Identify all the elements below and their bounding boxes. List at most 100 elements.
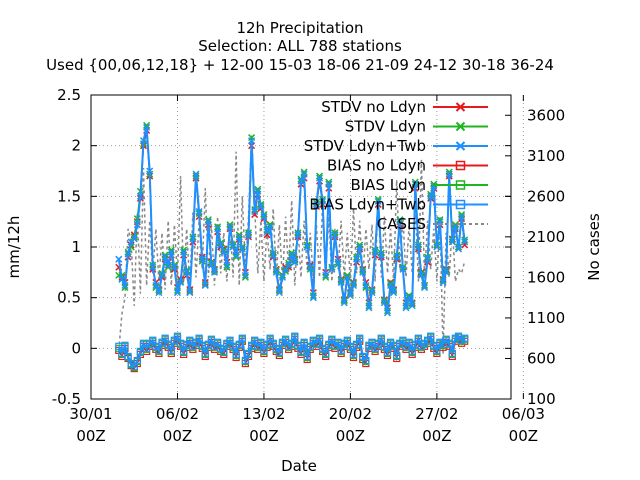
stdv-ldyn-twb-point [152,281,160,290]
stdv-ldyn-twb-point [164,261,172,269]
stdv-ldyn-twb-point [359,268,367,276]
stdv-ldyn-twb-point [244,231,253,239]
stdv-ldyn-point [254,185,262,193]
x-tick-label-date: 06/02 [156,405,199,423]
bias-ldyn-twb-point [408,347,416,355]
stdv-ldyn-twb-point [201,281,209,290]
y-axis-label: mm/12h [5,216,23,279]
stdv-ldyn-twb-point [411,180,419,188]
stdv-ldyn-twb-point [220,248,228,256]
stdv-ldyn-twb-point [146,167,154,175]
stdv-ldyn-twb-point [207,261,215,269]
stdv-ldyn-twb-point [143,123,151,131]
bias-ldyn-twb-point [244,349,253,357]
stdv-ldyn-twb-point [383,309,392,317]
bias-ldyn-twb-point [121,341,129,349]
stdv-ldyn-twb-point [417,271,425,279]
stdv-ldyn-point [458,211,466,219]
bias-ldyn-twb-point [300,338,308,346]
stdv-ldyn-twb-point [133,221,141,229]
bias-ldyn-twb-point [195,334,203,342]
stdv-ldyn-point [226,221,234,229]
stdv-ldyn-point [343,271,351,279]
stdv-ldyn-twb-point [173,289,182,297]
x-axis-label: Date [281,457,317,475]
stdv-ldyn-twb-point [387,281,395,290]
x-tick-label-date: 06/03 [502,405,545,423]
legend-label: CASES [377,215,426,233]
stdv-ldyn-twb-point [192,170,200,178]
bias-ldyn-twb-point [427,332,435,340]
stdv-ldyn-twb-point [353,255,361,263]
stdv-ldyn-twb-point [251,208,259,216]
bias-ldyn-twb-point [356,334,364,342]
stdv-ldyn-point [180,246,188,254]
stdv-ldyn-twb-point [260,213,268,221]
stdv-ldyn-twb-point [285,261,293,269]
stdv-ldyn-point [214,223,222,231]
stdv-ldyn-twb-point [346,292,354,300]
bias-ldyn-twb-point [433,346,441,354]
bias-ldyn-twb-point [414,334,422,342]
y-tick-label: 1 [71,238,81,256]
stdv-ldyn-twb-point [340,299,348,307]
stdv-ldyn-twb-point [334,258,342,266]
stdv-ldyn-twb-point [349,281,358,290]
stdv-ldyn-twb-point [238,245,246,253]
stdv-ldyn-twb-point [325,180,333,188]
legend-label: STDV Ldyn+Twb [304,137,426,155]
stdv-ldyn-twb-point [331,231,339,239]
legend-label: BIAS no Ldyn [327,157,426,175]
stdv-ldyn-twb-point [278,273,287,281]
stdv-ldyn-twb-point [442,268,450,276]
stdv-ldyn-twb-point [390,289,398,297]
stdv-ldyn-point [396,216,404,224]
bias-ldyn-twb-point [349,350,358,359]
stdv-ldyn-twb-point [204,218,212,226]
stdv-ldyn-twb-point [198,255,206,263]
stdv-ldyn-twb-point [183,268,191,276]
bias-ldyn-twb-point [201,349,209,357]
bias-ldyn-twb-point [232,350,240,359]
stdv-ldyn-twb-point [161,253,169,261]
y2-axis-label: No cases [585,213,603,281]
bias-ldyn-twb-point [220,347,228,355]
stdv-ldyn-twb-point [312,200,320,208]
bias-ldyn-twb-point [238,334,246,342]
stdv-ldyn-twb-point [291,258,299,266]
stdv-ldyn-twb-point [377,251,385,259]
x-tick-label-hour: 00Z [509,427,538,445]
stdv-ldyn-twb-point [371,248,379,256]
stdv-ldyn-twb-point [343,273,351,281]
stdv-ldyn-twb-point [248,137,256,145]
stdv-ldyn-twb-point [380,299,388,307]
stdv-ldyn-point [223,263,231,271]
stdv-ldyn-point [451,221,459,229]
stdv-ldyn-twb-point [297,177,305,185]
stdv-ldyn-twb-point [414,243,422,251]
stdv-ldyn-point [204,216,212,224]
legend-label: BIAS Ldyn [350,176,426,194]
stdv-ldyn-twb-point [272,268,280,276]
y2-tick-label: 100 [527,390,556,408]
bias-ldyn-twb-point [362,356,370,365]
stdv-ldyn-twb-point [337,278,345,286]
bias-ldyn-twb-point [448,349,456,357]
legend-marker [455,141,466,151]
bias-ldyn-twb-point [241,356,250,365]
stdv-ldyn-twb-point [177,278,185,286]
stdv-ldyn-twb-point [402,304,410,312]
y-tick-label: 0 [71,339,81,357]
stdv-ldyn-point [325,178,333,186]
stdv-ldyn-twb-point [405,294,413,302]
stdv-ldyn-twb-point [374,197,382,205]
stdv-ldyn-twb-point [241,271,249,279]
stdv-ldyn-point [235,231,243,239]
stdv-ldyn-twb-point [170,263,178,271]
bias-ldyn-twb-point [291,332,299,340]
y2-tick-label: 2600 [527,187,565,205]
stdv-ldyn-twb-point [454,245,463,253]
stdv-ldyn-twb-point [167,248,175,256]
stdv-ldyn-point [266,221,274,229]
stdv-ldyn-point [143,121,151,129]
